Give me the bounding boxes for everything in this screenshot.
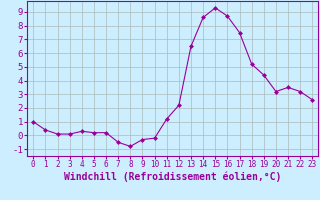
X-axis label: Windchill (Refroidissement éolien,°C): Windchill (Refroidissement éolien,°C) [64, 172, 282, 182]
